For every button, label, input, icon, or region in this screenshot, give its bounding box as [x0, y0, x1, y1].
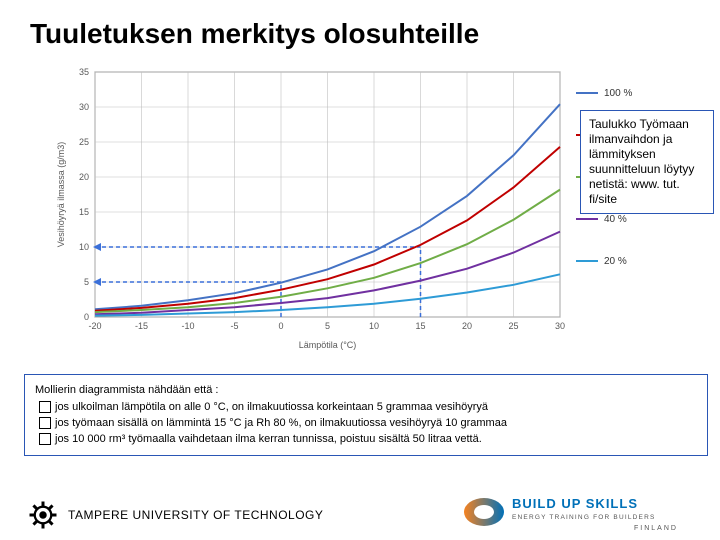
svg-text:0: 0 — [278, 321, 283, 331]
notes-item: jos työmaan sisällä on lämmintä 15 °C ja… — [35, 416, 697, 431]
bus-logo-country: FINLAND — [634, 525, 678, 532]
buildupskills-logo: BUILD UP SKILLS ENERGY TRAINING FOR BUIL… — [462, 492, 692, 532]
legend-item: 100 % — [576, 85, 632, 101]
svg-text:-5: -5 — [230, 321, 238, 331]
svg-text:10: 10 — [79, 242, 89, 252]
bullet-icon — [39, 417, 51, 429]
bullet-icon — [39, 401, 51, 413]
svg-text:Vesihöyryä ilmassa (g/m3): Vesihöyryä ilmassa (g/m3) — [56, 142, 66, 248]
svg-text:20: 20 — [79, 172, 89, 182]
svg-text:25: 25 — [508, 321, 518, 331]
page-title: Tuuletuksen merkitys olosuhteille — [30, 18, 479, 50]
svg-text:-10: -10 — [181, 321, 194, 331]
bus-logo-sub: ENERGY TRAINING FOR BUILDERS — [512, 514, 656, 521]
tut-logo-text: TAMPERE UNIVERSITY OF TECHNOLOGY — [68, 508, 323, 522]
bullet-icon — [39, 433, 51, 445]
svg-text:-20: -20 — [88, 321, 101, 331]
footer: TAMPERE UNIVERSITY OF TECHNOLOGY BUILD U… — [0, 488, 720, 540]
svg-text:-15: -15 — [135, 321, 148, 331]
svg-text:5: 5 — [325, 321, 330, 331]
notes-heading: Mollierin diagrammista nähdään että : — [35, 383, 697, 398]
svg-text:25: 25 — [79, 137, 89, 147]
info-callout: Taulukko Työmaan ilmanvaihdon ja lämmity… — [580, 110, 714, 214]
svg-text:Lämpötila (°C): Lämpötila (°C) — [299, 340, 357, 350]
mollier-chart: -20 -15 -10 -5 0 5 10 15 20 25 30 0 5 10 15 20 25 30 35 Läm… — [50, 62, 570, 352]
notes-item: jos 10 000 rm³ työmaalla vaihdetaan ilma… — [35, 432, 697, 447]
svg-text:15: 15 — [415, 321, 425, 331]
svg-text:35: 35 — [79, 67, 89, 77]
svg-text:20: 20 — [462, 321, 472, 331]
svg-text:0: 0 — [84, 312, 89, 322]
svg-text:30: 30 — [555, 321, 565, 331]
svg-text:15: 15 — [79, 207, 89, 217]
legend-item: 20 % — [576, 253, 632, 269]
notes-item: jos ulkoilman lämpötila on alle 0 °C, on… — [35, 400, 697, 415]
svg-text:5: 5 — [84, 277, 89, 287]
notes-box: Mollierin diagrammista nähdään että : jo… — [24, 374, 708, 456]
svg-text:30: 30 — [79, 102, 89, 112]
tut-logo: TAMPERE UNIVERSITY OF TECHNOLOGY — [28, 500, 323, 530]
bus-logo-main: BUILD UP SKILLS — [512, 496, 638, 511]
svg-text:10: 10 — [369, 321, 379, 331]
gear-icon — [28, 500, 58, 530]
